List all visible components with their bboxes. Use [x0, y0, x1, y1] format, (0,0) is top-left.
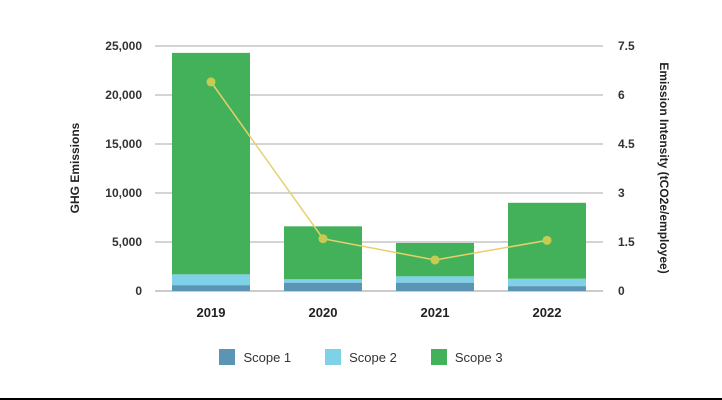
legend-item-scope-1: Scope 1 [219, 349, 291, 365]
legend-swatch-scope-2 [325, 349, 342, 365]
y-tick-label: 15,000 [105, 137, 142, 151]
y2-tick-label: 6 [618, 88, 625, 102]
x-tick-label: 2020 [309, 305, 338, 320]
intensity-point-2021 [430, 255, 440, 265]
bar-scope-1-2020 [284, 282, 362, 291]
y-axis-title: GHG Emissions [68, 122, 82, 213]
legend: Scope 1 Scope 2 Scope 3 [0, 349, 722, 365]
legend-item-scope-3: Scope 3 [430, 349, 503, 365]
y2-tick-label: 4.5 [618, 137, 635, 151]
bar-scope-2-2020 [284, 279, 362, 283]
y-tick-label: 0 [135, 284, 142, 298]
intensity-point-2019 [206, 77, 216, 87]
legend-item-scope-2: Scope 2 [325, 349, 397, 365]
bar-scope-1-2019 [172, 285, 250, 291]
legend-label-scope-2: Scope 2 [349, 349, 397, 365]
x-tick-label: 2021 [421, 305, 450, 320]
legend-label-scope-3: Scope 3 [454, 349, 503, 365]
y-tick-label: 25,000 [105, 39, 142, 53]
y2-tick-label: 0 [618, 284, 625, 298]
bar-scope-1-2022 [508, 286, 586, 291]
y2-tick-label: 3 [618, 186, 625, 200]
legend-label-scope-1: Scope 1 [243, 349, 292, 365]
x-tick-label: 2019 [197, 305, 226, 320]
y-tick-label: 10,000 [105, 186, 142, 200]
x-tick-label: 2022 [533, 305, 562, 320]
y-tick-label: 5,000 [112, 235, 142, 249]
intensity-line [210, 81, 548, 261]
bar-scope-1-2021 [396, 282, 474, 291]
y2-axis-title: Emission Intensity (tCO2e/employee) [657, 62, 671, 273]
bar-scope-3-2019 [172, 52, 250, 275]
y-tick-label: 20,000 [105, 88, 142, 102]
bottom-rule [0, 398, 722, 400]
y2-tick-label: 7.5 [618, 39, 635, 53]
bar-scope-2-2019 [172, 274, 250, 286]
bar-scope-2-2021 [396, 276, 474, 283]
legend-swatch-scope-1 [219, 349, 236, 365]
bar-scope-2-2022 [508, 278, 586, 287]
legend-swatch-scope-3 [430, 349, 447, 365]
intensity-point-2020 [318, 234, 328, 244]
intensity-point-2022 [542, 235, 552, 245]
y2-tick-label: 1.5 [618, 235, 635, 249]
